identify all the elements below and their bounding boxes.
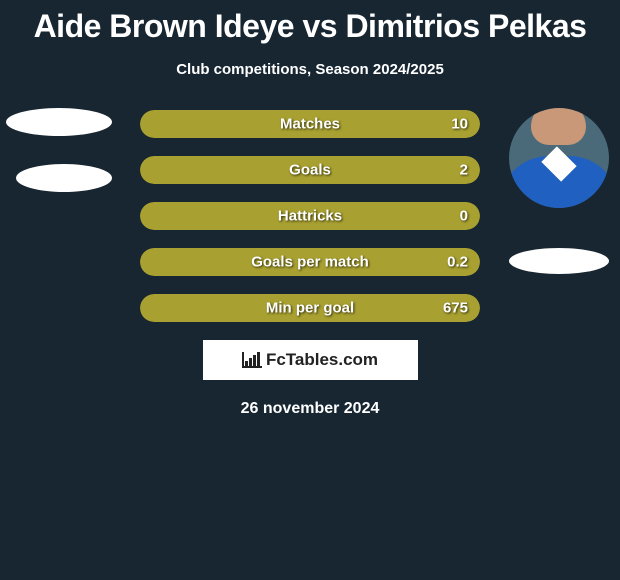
player-left bbox=[6, 108, 111, 192]
player-right-shadow bbox=[509, 248, 609, 274]
fctables-chart-icon bbox=[242, 352, 262, 368]
stat-row: Goals per match 0.2 bbox=[140, 248, 480, 276]
stat-label: Min per goal bbox=[266, 300, 354, 317]
page-subtitle: Club competitions, Season 2024/2025 bbox=[0, 61, 620, 78]
stat-value-right: 2 bbox=[460, 162, 468, 179]
player-left-shadow-1 bbox=[6, 108, 112, 136]
stat-label: Hattricks bbox=[278, 208, 342, 225]
stat-row: Matches 10 bbox=[140, 110, 480, 138]
stat-label: Matches bbox=[280, 116, 340, 133]
stat-bars: Matches 10 Goals 2 Hattricks 0 Goals per match… bbox=[140, 108, 480, 322]
stat-label: Goals per match bbox=[251, 254, 369, 271]
player-right bbox=[509, 108, 614, 274]
logo-text: FcTables.com bbox=[266, 350, 378, 370]
player-left-shadow-2 bbox=[16, 164, 112, 192]
stat-value-right: 675 bbox=[443, 300, 468, 317]
stat-row: Goals 2 bbox=[140, 156, 480, 184]
stat-label: Goals bbox=[289, 162, 331, 179]
logo-box: FcTables.com bbox=[203, 340, 418, 380]
stat-row: Hattricks 0 bbox=[140, 202, 480, 230]
comparison-content: Matches 10 Goals 2 Hattricks 0 Goals per match… bbox=[0, 108, 620, 418]
stat-row: Min per goal 675 bbox=[140, 294, 480, 322]
page-title: Aide Brown Ideye vs Dimitrios Pelkas bbox=[0, 0, 620, 45]
stat-value-right: 0.2 bbox=[447, 254, 468, 271]
stat-value-right: 0 bbox=[460, 208, 468, 225]
stat-value-right: 10 bbox=[451, 116, 468, 133]
footer-date: 26 november 2024 bbox=[0, 400, 620, 418]
player-right-avatar bbox=[509, 108, 609, 208]
